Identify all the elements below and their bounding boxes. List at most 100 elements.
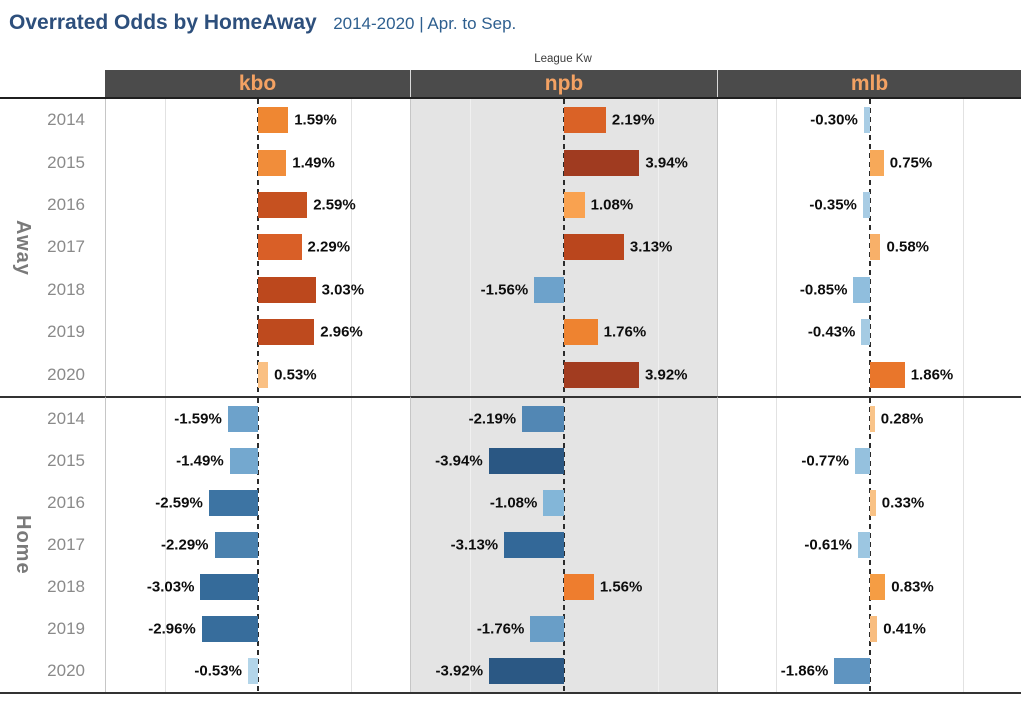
bar-value-label: -1.86% [780,662,829,680]
bar-mlb-home-2014[interactable] [869,406,875,432]
bar-mlb-away-2016[interactable] [862,192,870,219]
gridline-minus5pct [164,99,166,396]
pane-kbo-home: -1.59% -1.49% -2.59% -2.29% -3.03% -2.96% -0.5… [105,396,410,692]
bar-value-label: -0.43% [807,323,856,341]
bar-mlb-home-2018[interactable] [869,574,886,600]
bar-value-label: -0.85% [799,281,848,299]
bar-kbo-away-2018[interactable] [258,276,316,303]
bar-kbo-home-2016[interactable] [208,490,258,516]
bar-npb-home-2015[interactable] [488,448,564,474]
bar-value-label: -0.53% [194,662,242,680]
bar-mlb-away-2018[interactable] [853,276,870,303]
bar-npb-away-2018[interactable] [534,276,564,303]
bar-kbo-away-2014[interactable] [258,107,289,134]
bar-mlb-away-2019[interactable] [861,319,870,346]
bar-value-label: 1.76% [603,323,647,341]
bar-value-label: 0.33% [881,494,925,512]
bar-kbo-home-2015[interactable] [229,448,258,474]
year-label[interactable]: 2020 [47,661,85,680]
bar-row: 3.13% [411,226,717,268]
bar-mlb-home-2015[interactable] [854,448,870,474]
bar-kbo-away-2020[interactable] [258,361,269,388]
bar-mlb-home-2020[interactable] [834,658,870,684]
bar-value-label: 3.13% [629,238,673,256]
year-label[interactable]: 2020 [47,364,85,384]
bar-row: 1.49% [106,141,410,183]
bar-npb-home-2020[interactable] [489,658,564,684]
column-header-npb[interactable]: npb [410,70,717,97]
bar-mlb-away-2017[interactable] [869,234,881,261]
bar-row: -0.43% [718,311,1021,353]
bar-kbo-home-2014[interactable] [227,406,258,432]
bar-mlb-home-2016[interactable] [869,490,876,516]
bar-npb-home-2014[interactable] [522,406,564,432]
year-label[interactable]: 2015 [47,152,85,172]
bar-npb-away-2014[interactable] [564,107,606,134]
column-headers: kbo npb mlb [105,70,1021,97]
pane-npb-away: 2.19% 3.94% 1.08% 3.13% -1.56% 1.76% 3.92% [410,99,717,396]
bar-kbo-away-2015[interactable] [258,149,287,176]
year-label[interactable]: 2016 [47,493,85,512]
year-label[interactable]: 2014 [47,110,85,130]
row-group-label: Away [12,219,34,276]
bar-row: -0.85% [718,269,1021,311]
bar-value-label: -0.30% [810,111,858,129]
bar-kbo-home-2018[interactable] [200,574,258,600]
bar-kbo-home-2020[interactable] [247,658,258,684]
bar-value-label: -0.35% [809,196,857,214]
bar-kbo-home-2019[interactable] [201,616,258,642]
bar-row: -0.61% [718,524,1021,566]
bar-mlb-home-2019[interactable] [869,616,878,642]
year-label[interactable]: 2017 [47,237,85,257]
year-label[interactable]: 2015 [47,451,85,470]
bar-npb-home-2017[interactable] [504,532,564,558]
bar-value-label: -0.61% [804,536,852,554]
bar-row: -1.49% [106,440,410,482]
bar-npb-away-2016[interactable] [564,192,585,219]
bar-row: 0.33% [718,482,1021,524]
bar-value-label: -0.77% [801,452,849,470]
year-label[interactable]: 2019 [47,619,85,638]
bar-kbo-away-2017[interactable] [258,234,302,261]
bar-row: -1.08% [411,482,717,524]
page-title: Overrated Odds by HomeAway [9,11,317,34]
bar-npb-away-2017[interactable] [564,234,624,261]
year-label[interactable]: 2019 [47,322,85,342]
bar-kbo-away-2016[interactable] [258,192,308,219]
bar-npb-away-2019[interactable] [564,319,598,346]
bar-row: -0.77% [718,440,1021,482]
bar-value-label: 1.49% [292,154,335,172]
bar-mlb-home-2017[interactable] [857,532,870,558]
bar-mlb-away-2015[interactable] [869,149,884,176]
bar-row: 0.58% [718,226,1021,268]
year-label[interactable]: 2018 [47,577,85,596]
bar-row: 2.59% [106,184,410,226]
row-group-header-away[interactable]: Away [0,99,45,396]
chart-area: Away 2014 2015 2016 2017 2018 2019 2020 1.59% 1.4… [0,97,1021,694]
bar-row: 0.75% [718,141,1021,183]
bar-npb-away-2015[interactable] [564,149,640,176]
bar-mlb-away-2020[interactable] [869,361,905,388]
year-label[interactable]: 2017 [47,535,85,554]
bar-mlb-away-2014[interactable] [863,107,870,134]
row-group-header-home[interactable]: Home [0,396,45,692]
bar-kbo-away-2019[interactable] [258,319,315,346]
column-header-mlb[interactable]: mlb [717,70,1021,97]
bar-value-label: 0.53% [274,366,317,384]
bar-kbo-home-2017[interactable] [214,532,258,558]
year-label[interactable]: 2018 [47,279,85,299]
column-header-kbo[interactable]: kbo [238,72,277,95]
year-label[interactable]: 2016 [47,195,85,215]
year-label[interactable]: 2014 [47,409,85,428]
bar-npb-home-2019[interactable] [530,616,564,642]
bar-value-label: -2.29% [160,536,209,554]
bar-value-label: -2.96% [148,620,196,638]
bar-row: 2.96% [106,311,410,353]
bar-value-label: 1.86% [910,366,954,384]
gridline-minus5pct [776,99,778,396]
bar-npb-away-2020[interactable] [564,361,639,388]
gridline-minus5pct [164,398,166,692]
bar-npb-home-2016[interactable] [543,490,564,516]
bar-row: -3.13% [411,524,717,566]
bar-npb-home-2018[interactable] [564,574,594,600]
